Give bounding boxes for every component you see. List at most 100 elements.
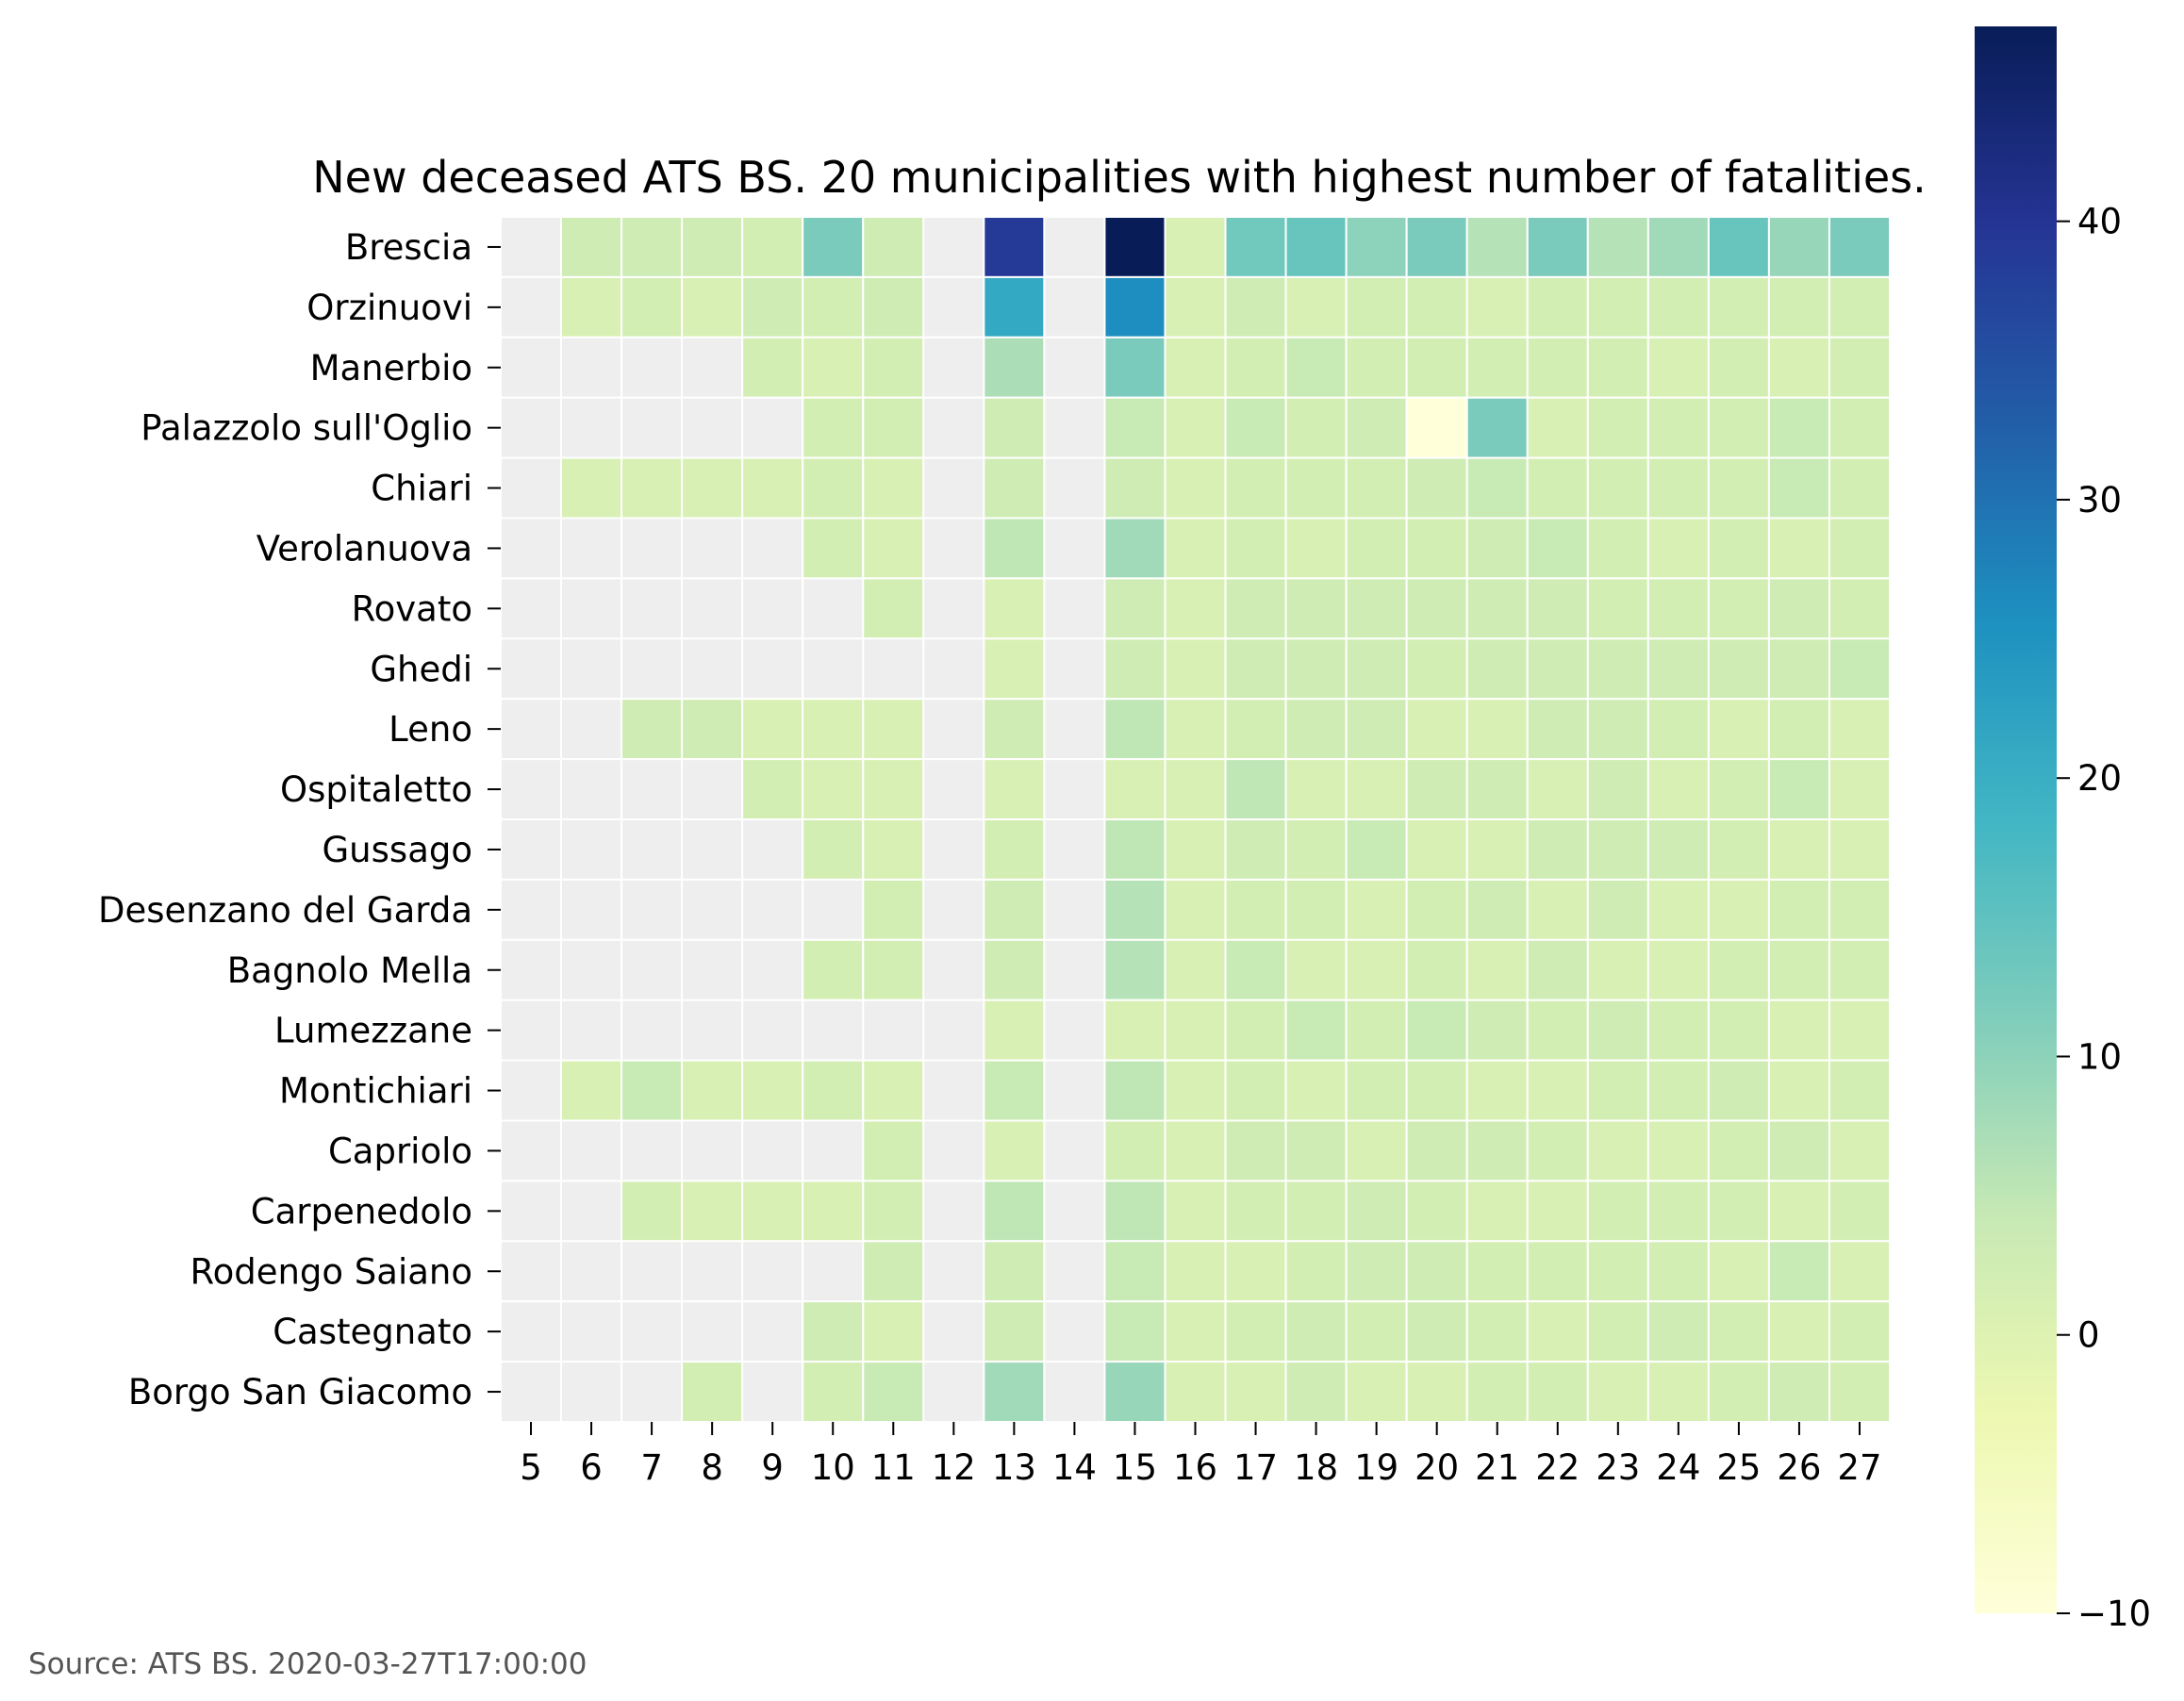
heatmap-cell xyxy=(1586,1240,1649,1303)
heatmap-cell xyxy=(862,1361,925,1423)
heatmap-cell xyxy=(681,1361,744,1423)
heatmap-cell xyxy=(983,698,1046,761)
heatmap-cell xyxy=(1224,517,1287,580)
heatmap-cell xyxy=(1767,336,1830,399)
column-tick-label: 22 xyxy=(1535,1447,1580,1488)
heatmap-cell xyxy=(1103,938,1166,1001)
heatmap-cell xyxy=(1586,336,1649,399)
heatmap-cell xyxy=(681,517,744,580)
heatmap-cell xyxy=(741,1361,804,1423)
heatmap-cell xyxy=(802,336,865,399)
heatmap-cell xyxy=(1405,1059,1468,1122)
colorbar-tick-label: 30 xyxy=(2077,480,2122,520)
heatmap-cell xyxy=(1526,336,1589,399)
heatmap-cell xyxy=(1707,275,1770,339)
heatmap-cell xyxy=(983,1300,1046,1363)
heatmap-cell xyxy=(741,637,804,701)
heatmap-cell xyxy=(560,938,623,1001)
heatmap-cell xyxy=(1828,698,1892,761)
heatmap-cell xyxy=(560,1300,623,1363)
heatmap-cell xyxy=(1164,1180,1227,1243)
column-tick-label: 23 xyxy=(1596,1447,1640,1488)
heatmap-cell xyxy=(1224,1361,1287,1423)
heatmap-cell xyxy=(1707,1119,1770,1182)
heatmap-cell xyxy=(1465,1240,1529,1303)
heatmap-cell xyxy=(1405,878,1468,941)
heatmap-cell xyxy=(862,818,925,881)
heatmap-cell xyxy=(1526,1361,1589,1423)
heatmap-cell xyxy=(681,758,744,820)
heatmap-cell xyxy=(1526,1300,1589,1363)
heatmap-cell xyxy=(500,1180,563,1243)
heatmap-cell xyxy=(1043,1361,1106,1423)
column-tick-label: 25 xyxy=(1716,1447,1761,1488)
heatmap-cell xyxy=(1707,577,1770,640)
heatmap-cell xyxy=(1465,1059,1529,1122)
heatmap-cell xyxy=(741,698,804,761)
heatmap-cell xyxy=(1586,577,1649,640)
heatmap-cell xyxy=(862,456,925,520)
row-tick-labels: Brescia Orzinuovi Manerbio Palazzolo sull'O… xyxy=(98,227,501,1412)
row-tick-label: Desenzano del Garda xyxy=(98,890,472,931)
heatmap-cell xyxy=(1767,938,1830,1001)
heatmap-cell xyxy=(1224,637,1287,701)
heatmap-cell xyxy=(983,999,1046,1062)
heatmap-cell xyxy=(1103,456,1166,520)
heatmap-cell xyxy=(1043,1240,1106,1303)
heatmap-cell xyxy=(620,698,684,761)
heatmap-cell xyxy=(741,999,804,1062)
heatmap-cell xyxy=(560,517,623,580)
heatmap-cell xyxy=(1043,1119,1106,1182)
heatmap-cell xyxy=(1164,1361,1227,1423)
heatmap-cell xyxy=(1405,216,1468,278)
heatmap-cell xyxy=(1164,637,1227,701)
heatmap-cell xyxy=(620,1361,684,1423)
row-tick-label: Orzinuovi xyxy=(306,288,472,328)
column-tick-label: 16 xyxy=(1173,1447,1217,1488)
heatmap-cell xyxy=(802,1300,865,1363)
heatmap-cell xyxy=(1465,1180,1529,1243)
heatmap-cell xyxy=(983,1059,1046,1122)
heatmap-cell xyxy=(500,216,563,278)
heatmap-cell xyxy=(1043,577,1106,640)
heatmap-cell xyxy=(1526,1119,1589,1182)
column-tick-label: 18 xyxy=(1294,1447,1338,1488)
heatmap-cell xyxy=(1284,637,1348,701)
colorbar-tick-label: 20 xyxy=(2077,758,2122,799)
heatmap-cell xyxy=(1345,698,1408,761)
heatmap-cell xyxy=(681,1119,744,1182)
heatmap-cell xyxy=(560,1059,623,1122)
heatmap-cell xyxy=(1224,577,1287,640)
heatmap-cell xyxy=(500,818,563,881)
heatmap-cell xyxy=(1526,275,1589,339)
heatmap-cell xyxy=(1103,818,1166,881)
heatmap-cell xyxy=(862,1240,925,1303)
heatmap-cell xyxy=(1767,818,1830,881)
heatmap-cell xyxy=(1164,999,1227,1062)
heatmap-cell xyxy=(1103,396,1166,459)
heatmap-cell xyxy=(1646,818,1710,881)
heatmap-cell xyxy=(560,396,623,459)
heatmap-cell xyxy=(1345,818,1408,881)
heatmap-cell xyxy=(1345,396,1408,459)
heatmap-cell xyxy=(922,517,985,580)
heatmap-cell xyxy=(922,1119,985,1182)
heatmap-cell xyxy=(620,216,684,278)
heatmap-cell xyxy=(1224,456,1287,520)
heatmap-cell xyxy=(1284,878,1348,941)
heatmap-cell xyxy=(862,1059,925,1122)
heatmap-cell xyxy=(1103,878,1166,941)
heatmap-cell xyxy=(1646,999,1710,1062)
heatmap-cell xyxy=(1284,999,1348,1062)
heatmap-cell xyxy=(1828,275,1892,339)
heatmap-cell xyxy=(741,577,804,640)
heatmap-cell xyxy=(1465,275,1529,339)
heatmap-cell xyxy=(1767,1180,1830,1243)
heatmap-cell xyxy=(741,456,804,520)
heatmap-cell xyxy=(620,336,684,399)
heatmap-cell xyxy=(560,1240,623,1303)
heatmap-cell xyxy=(1103,758,1166,820)
heatmap-cell xyxy=(862,1180,925,1243)
heatmap-cell xyxy=(1284,517,1348,580)
heatmap-cell xyxy=(1284,758,1348,820)
